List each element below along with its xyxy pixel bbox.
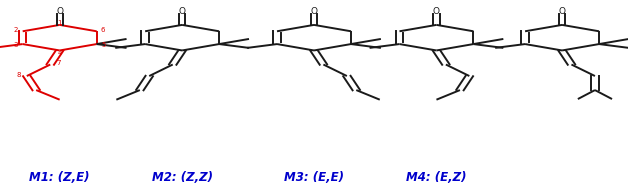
Text: M2: (Z,Z): M2: (Z,Z) <box>151 171 213 184</box>
Text: 2: 2 <box>14 27 18 33</box>
Text: O: O <box>558 7 566 16</box>
Text: O: O <box>433 7 440 16</box>
Text: M1: (Z,E): M1: (Z,E) <box>30 171 90 184</box>
Text: 1: 1 <box>57 20 62 26</box>
Text: O: O <box>178 7 186 16</box>
Text: 7: 7 <box>56 60 61 66</box>
Text: 8: 8 <box>17 72 21 78</box>
Text: 3: 3 <box>14 42 18 48</box>
Text: O: O <box>56 7 63 16</box>
Text: O: O <box>310 7 318 16</box>
Text: 6: 6 <box>101 27 106 33</box>
Text: M4: (E,Z): M4: (E,Z) <box>406 171 467 184</box>
Text: M3: (E,E): M3: (E,E) <box>284 171 344 184</box>
Text: 5: 5 <box>101 42 106 48</box>
Text: 4: 4 <box>58 50 62 56</box>
